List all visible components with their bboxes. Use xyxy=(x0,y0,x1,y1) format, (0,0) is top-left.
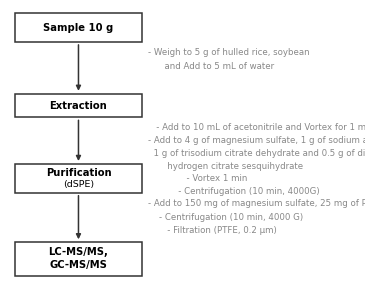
Text: - Centrifugation (10 min, 4000 G): - Centrifugation (10 min, 4000 G) xyxy=(148,213,303,222)
Text: (dSPE): (dSPE) xyxy=(63,180,94,189)
Text: GC-MS/MS: GC-MS/MS xyxy=(50,260,107,270)
Text: LC-MS/MS,: LC-MS/MS, xyxy=(49,247,108,258)
Text: hydrogen citrate sesquihydrate: hydrogen citrate sesquihydrate xyxy=(148,162,303,171)
Text: Sample 10 g: Sample 10 g xyxy=(43,23,114,32)
Text: - Centrifugation (10 min, 4000G): - Centrifugation (10 min, 4000G) xyxy=(148,187,319,196)
Text: - Add to 150 mg of magnesium sulfate, 25 mg of PSA: - Add to 150 mg of magnesium sulfate, 25… xyxy=(148,199,365,208)
Text: - Vortex 1 min: - Vortex 1 min xyxy=(148,174,247,183)
Text: - Add to 10 mL of acetonitrile and Vortex for 1 min: - Add to 10 mL of acetonitrile and Vorte… xyxy=(148,123,365,132)
FancyBboxPatch shape xyxy=(15,164,142,193)
Text: - Filtration (PTFE, 0.2 μm): - Filtration (PTFE, 0.2 μm) xyxy=(148,226,277,235)
Text: and Add to 5 mL of water: and Add to 5 mL of water xyxy=(148,62,274,71)
Text: 1 g of trisodium citrate dehydrate and 0.5 g of disodium: 1 g of trisodium citrate dehydrate and 0… xyxy=(148,149,365,158)
FancyBboxPatch shape xyxy=(15,13,142,42)
FancyBboxPatch shape xyxy=(15,94,142,117)
FancyBboxPatch shape xyxy=(15,242,142,276)
Text: Purification: Purification xyxy=(46,168,111,177)
Text: Extraction: Extraction xyxy=(50,101,107,110)
Text: - Weigh to 5 g of hulled rice, soybean: - Weigh to 5 g of hulled rice, soybean xyxy=(148,48,310,57)
Text: - Add to 4 g of magnesium sulfate, 1 g of sodium acetate,: - Add to 4 g of magnesium sulfate, 1 g o… xyxy=(148,136,365,145)
